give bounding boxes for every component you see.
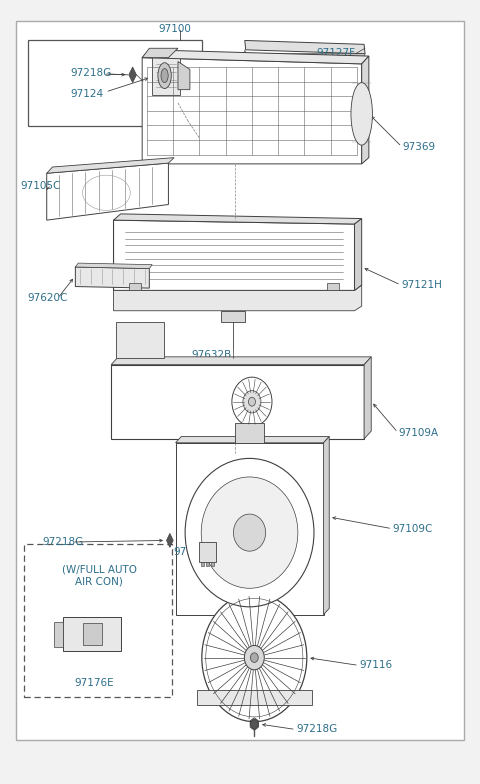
Polygon shape <box>116 321 164 358</box>
Polygon shape <box>142 58 362 164</box>
Polygon shape <box>235 423 264 443</box>
Ellipse shape <box>158 63 171 89</box>
Text: 97100: 97100 <box>159 24 192 34</box>
Ellipse shape <box>351 82 372 145</box>
Polygon shape <box>364 357 371 439</box>
Polygon shape <box>63 617 120 652</box>
Polygon shape <box>355 219 362 290</box>
Polygon shape <box>199 542 216 562</box>
Text: 97127F: 97127F <box>316 48 355 58</box>
Polygon shape <box>324 437 329 615</box>
Polygon shape <box>167 533 173 547</box>
Text: 97109A: 97109A <box>398 427 439 437</box>
Polygon shape <box>129 282 141 290</box>
Text: 97369: 97369 <box>402 142 435 151</box>
Ellipse shape <box>232 377 272 426</box>
Bar <box>201 561 204 566</box>
Polygon shape <box>75 267 149 288</box>
Text: 97105C: 97105C <box>21 181 61 191</box>
Text: 97218G: 97218G <box>71 68 112 78</box>
Polygon shape <box>114 220 355 290</box>
Text: 97121H: 97121H <box>401 280 442 290</box>
Text: 97632B: 97632B <box>191 350 231 361</box>
Text: 97109C: 97109C <box>393 524 433 534</box>
Bar <box>211 561 214 566</box>
Text: 97620C: 97620C <box>28 293 68 303</box>
Polygon shape <box>245 41 365 54</box>
Polygon shape <box>111 365 364 439</box>
Polygon shape <box>245 50 365 58</box>
Ellipse shape <box>251 653 258 662</box>
Text: (W/FULL AUTO: (W/FULL AUTO <box>62 564 137 575</box>
Ellipse shape <box>249 397 255 406</box>
Ellipse shape <box>244 645 264 670</box>
Text: 97176E: 97176E <box>74 677 114 688</box>
Bar <box>24 544 172 697</box>
Ellipse shape <box>185 459 314 607</box>
Polygon shape <box>83 623 102 645</box>
Bar <box>206 561 209 566</box>
Text: 97124: 97124 <box>71 89 104 99</box>
Polygon shape <box>114 214 362 224</box>
Ellipse shape <box>251 720 258 728</box>
Polygon shape <box>152 56 180 95</box>
Polygon shape <box>197 690 312 706</box>
Ellipse shape <box>233 514 265 551</box>
Text: AIR CON): AIR CON) <box>75 577 123 587</box>
Polygon shape <box>178 61 190 89</box>
Polygon shape <box>111 357 371 365</box>
Bar <box>28 41 202 126</box>
Polygon shape <box>47 163 168 220</box>
Polygon shape <box>176 443 324 615</box>
Text: 97218G: 97218G <box>42 537 83 547</box>
Polygon shape <box>114 285 362 310</box>
Ellipse shape <box>201 477 298 588</box>
Polygon shape <box>142 49 178 58</box>
Polygon shape <box>176 437 329 443</box>
Ellipse shape <box>243 390 261 413</box>
Ellipse shape <box>161 68 168 82</box>
Polygon shape <box>47 158 174 173</box>
Ellipse shape <box>202 593 307 722</box>
Polygon shape <box>221 310 245 321</box>
Polygon shape <box>54 622 63 647</box>
Polygon shape <box>327 282 339 290</box>
Polygon shape <box>362 56 369 164</box>
Text: 97113B: 97113B <box>173 547 214 557</box>
Text: 97116: 97116 <box>360 660 393 670</box>
Polygon shape <box>129 67 136 82</box>
Text: 97218G: 97218G <box>296 724 337 735</box>
Polygon shape <box>75 263 152 269</box>
Polygon shape <box>142 50 369 64</box>
